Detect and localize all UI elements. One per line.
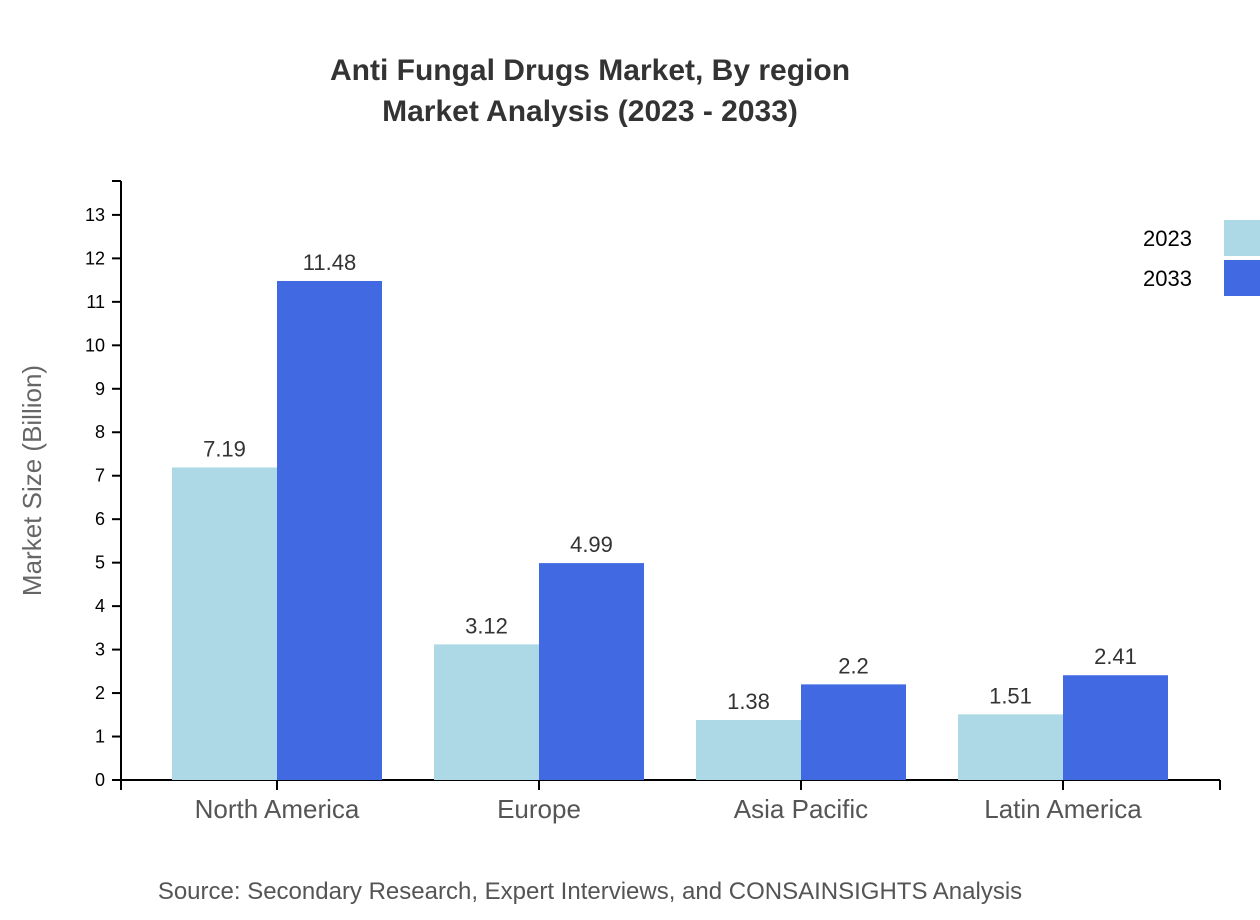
chart-title-line1: Anti Fungal Drugs Market, By region [329,54,851,87]
y-tick-label: 10 [85,335,105,355]
legend-swatch [1224,220,1260,256]
y-tick-label: 8 [95,422,105,442]
bar-2033 [801,684,906,780]
y-tick-label: 4 [95,596,105,616]
bar-value-label: 1.51 [989,683,1032,708]
bar-value-label: 2.41 [1094,644,1137,669]
bar-value-label: 3.12 [465,613,508,638]
chart-title-line2: Market Analysis (2023 - 2033) [382,95,798,128]
y-tick-label: 6 [95,509,105,529]
y-tick-label: 7 [95,466,105,486]
y-tick-label: 12 [85,248,105,268]
legend-label: 2033 [1143,266,1192,291]
chart-title: Anti Fungal Drugs Market, By region Mark… [0,50,1260,132]
y-axis-title: Market Size (Billion) [17,365,47,596]
bar-2023 [958,714,1063,780]
y-tick-label: 2 [95,683,105,703]
bar-value-label: 2.2 [838,653,869,678]
y-tick-label: 1 [95,727,105,747]
y-tick-label: 0 [95,770,105,790]
bar-value-label: 1.38 [727,689,770,714]
y-tick-label: 3 [95,640,105,660]
bar-2033 [277,280,382,780]
x-tick-label: North America [195,794,360,824]
bar-value-label: 11.48 [303,250,356,275]
bar-2023 [172,467,277,780]
y-tick-label: 5 [95,553,105,573]
bar-2033 [539,563,644,780]
bar-2023 [696,720,801,780]
y-tick-label: 9 [95,379,105,399]
x-tick-label: Latin America [984,794,1142,824]
x-tick-label: Asia Pacific [734,794,868,824]
legend-swatch [1224,260,1260,296]
bar-2033 [1063,675,1168,780]
legend-label: 2023 [1143,226,1192,251]
y-tick-label: 13 [85,205,105,225]
x-tick-label: Europe [497,794,581,824]
bar-value-label: 7.19 [203,436,246,461]
y-tick-label: 11 [86,292,105,312]
bar-value-label: 4.99 [570,532,613,557]
source-note: Source: Secondary Research, Expert Inter… [157,878,1023,905]
bar-2023 [434,644,539,780]
